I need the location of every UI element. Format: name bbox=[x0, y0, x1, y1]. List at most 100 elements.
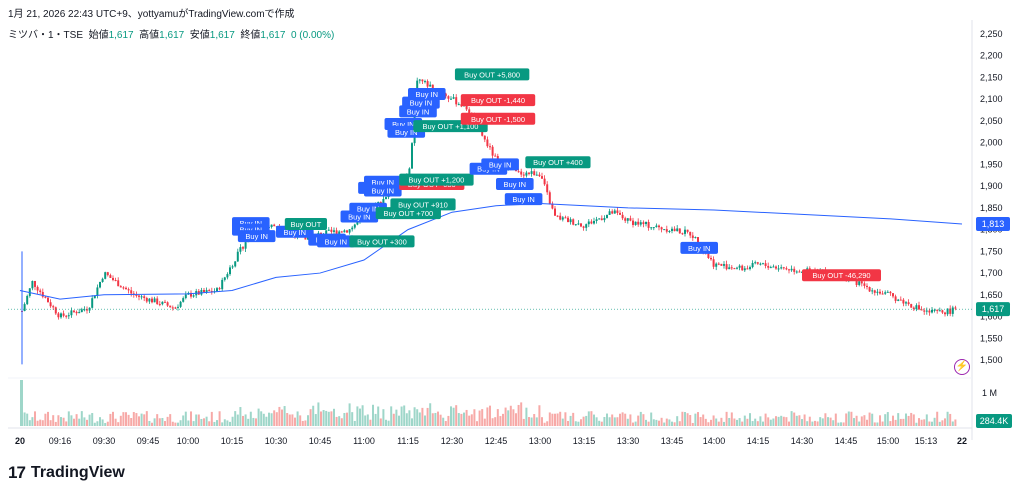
chart-header-title: 1月 21, 2026 22:43 UTC+9、yottyamuがTrading… bbox=[8, 9, 295, 20]
volume-bar bbox=[327, 411, 330, 426]
candle-body bbox=[483, 135, 486, 140]
candle-body bbox=[910, 304, 913, 308]
candle-body bbox=[538, 174, 541, 177]
candle-body bbox=[161, 301, 164, 305]
volume-bar bbox=[785, 417, 788, 426]
trade-label-text: Buy OUT -1,500 bbox=[471, 115, 525, 124]
candle-body bbox=[925, 310, 928, 312]
last-price-tag-bg bbox=[976, 302, 1010, 317]
candle-body bbox=[923, 310, 926, 312]
x-tick-label: 12:30 bbox=[441, 436, 464, 446]
last-price-tag: 1,617 bbox=[982, 304, 1005, 314]
volume-bar bbox=[304, 420, 307, 426]
volume-bar bbox=[491, 418, 494, 426]
candle-body bbox=[218, 288, 221, 290]
candle-body bbox=[632, 220, 634, 225]
x-tick-label: 15:13 bbox=[915, 436, 938, 446]
candle-body bbox=[338, 231, 341, 235]
volume-bar bbox=[931, 421, 933, 426]
trade-label-text: Buy OUT -1,440 bbox=[471, 96, 525, 105]
volume-bar bbox=[231, 416, 234, 426]
volume-bar bbox=[918, 418, 920, 426]
symbol-name[interactable]: ミツバ・1・TSE bbox=[8, 30, 84, 41]
volume-bar bbox=[712, 415, 715, 426]
candle-body bbox=[39, 290, 42, 292]
volume-bar bbox=[153, 418, 156, 426]
trade-label-text: Buy OUT +400 bbox=[533, 158, 583, 167]
volume-bar bbox=[790, 411, 793, 426]
volume-bar bbox=[507, 410, 510, 426]
volume-bar bbox=[387, 420, 390, 426]
volume-bar bbox=[249, 411, 252, 426]
volume-bar bbox=[754, 418, 757, 426]
volume-bar bbox=[494, 417, 497, 426]
volume-bar bbox=[78, 418, 81, 426]
candle-body bbox=[104, 272, 107, 279]
trade-label-text: Buy OUT -46,290 bbox=[812, 271, 870, 280]
volume-bar bbox=[894, 419, 897, 426]
volume-bar bbox=[676, 416, 679, 426]
volume-bar bbox=[788, 421, 790, 426]
volume-bar bbox=[884, 414, 887, 426]
open-value: 1,617 bbox=[108, 30, 134, 41]
candle-body bbox=[356, 221, 359, 225]
symbol-ohlc-row: ミツバ・1・TSE 始値1,617 高値1,617 安値1,617 終値1,61… bbox=[8, 26, 334, 41]
candle-body bbox=[600, 218, 603, 221]
volume-bar bbox=[899, 418, 902, 426]
volume-bar bbox=[47, 411, 49, 426]
candle-body bbox=[156, 298, 159, 305]
volume-bar bbox=[470, 414, 473, 426]
volume-bar bbox=[148, 420, 151, 426]
candle-body bbox=[78, 312, 81, 314]
candle-body bbox=[863, 283, 866, 286]
candle-body bbox=[751, 263, 754, 268]
volume-bar bbox=[730, 412, 733, 426]
candle-body bbox=[348, 229, 351, 233]
candle-body bbox=[138, 295, 140, 297]
x-tick-label: 14:30 bbox=[791, 436, 814, 446]
candle-body bbox=[31, 280, 34, 289]
y-tick-label: 2,000 bbox=[980, 138, 1003, 148]
candle-body bbox=[860, 281, 863, 284]
candle-body bbox=[723, 264, 725, 266]
candle-body bbox=[855, 278, 858, 285]
volume-bar bbox=[158, 418, 161, 426]
volume-bar bbox=[70, 415, 73, 426]
volume-bar bbox=[182, 415, 185, 426]
volume-bar bbox=[486, 407, 489, 426]
volume-bar bbox=[473, 409, 476, 426]
trade-label-text: Buy OUT bbox=[290, 220, 321, 229]
volume-bar bbox=[741, 421, 744, 426]
candle-body bbox=[785, 268, 788, 270]
lightning-icon[interactable]: ⚡ bbox=[954, 359, 970, 375]
volume-bar bbox=[468, 415, 471, 426]
volume-bar bbox=[91, 413, 94, 426]
volume-bar bbox=[273, 410, 276, 426]
candle-body bbox=[639, 222, 642, 225]
volume-bar bbox=[655, 419, 658, 426]
trade-label-text: Buy OUT +1,200 bbox=[408, 176, 464, 185]
volume-tag-bg bbox=[976, 414, 1012, 428]
candle-body bbox=[551, 203, 554, 209]
candle-body bbox=[83, 309, 86, 311]
vwap-line bbox=[19, 203, 963, 300]
candle-body bbox=[554, 208, 556, 216]
candle-body bbox=[613, 210, 616, 214]
candle-body bbox=[868, 287, 871, 292]
volume-bar bbox=[855, 415, 858, 426]
volume-bar bbox=[525, 407, 528, 426]
trade-label-text: Buy IN bbox=[392, 120, 415, 129]
candle-body bbox=[798, 271, 801, 273]
volume-bar bbox=[41, 420, 44, 426]
trade-label-text: Buy IN bbox=[245, 232, 268, 241]
candle-body bbox=[777, 268, 780, 270]
trade-label-text: Buy OUT +1,100 bbox=[423, 122, 479, 131]
volume-bar bbox=[190, 411, 192, 426]
volume-bar bbox=[587, 411, 590, 426]
volume-bar bbox=[377, 406, 380, 426]
volume-bar bbox=[200, 418, 203, 426]
candle-body bbox=[717, 263, 720, 265]
candle-body bbox=[574, 224, 577, 226]
candle-body bbox=[603, 217, 606, 221]
